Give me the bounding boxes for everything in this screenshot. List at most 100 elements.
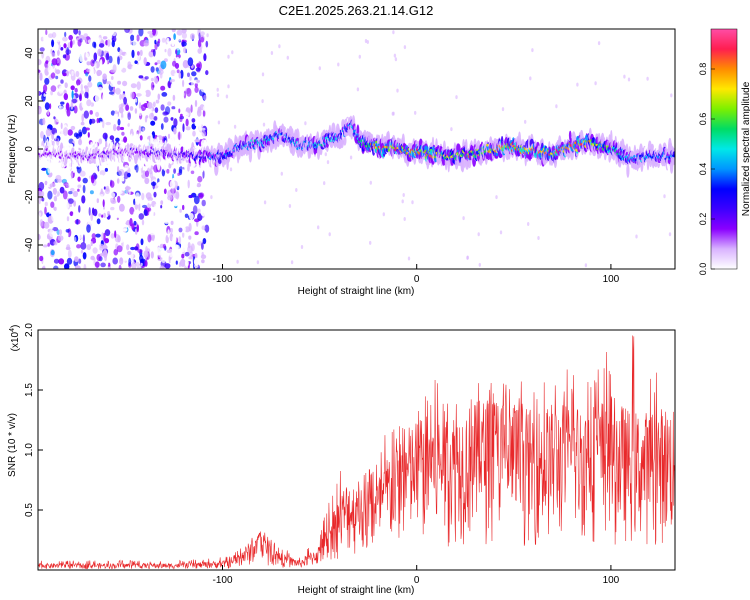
spectrogram-noise-blob xyxy=(169,79,173,83)
spectrogram-noise-blob xyxy=(170,220,174,225)
spectrogram-noise-blob xyxy=(143,57,147,66)
spectrogram-noise-blob xyxy=(537,236,540,240)
spectrogram-noise-blob xyxy=(96,218,101,225)
spectrogram-noise-blob xyxy=(38,198,41,205)
spectrogram-noise-blob xyxy=(87,81,93,88)
spectrogram-noise-blob xyxy=(111,242,116,246)
spectrogram-noise-blob xyxy=(150,181,157,186)
spectrogram-noise-blob xyxy=(152,101,156,108)
spectrogram-noise-blob xyxy=(110,233,115,239)
spectrogram-noise-blob xyxy=(138,125,142,134)
spectrogram-noise-blob xyxy=(106,81,112,85)
spectrogram-noise-blob xyxy=(187,179,190,189)
spectrogram-noise-blob xyxy=(52,227,59,232)
spectrogram-noise-blob xyxy=(126,244,130,251)
spectrogram-noise-blob xyxy=(171,235,177,243)
spectrogram-noise-blob xyxy=(79,54,83,62)
spectrogram-noise-blob xyxy=(55,209,61,214)
spectrogram-noise-blob xyxy=(73,132,79,138)
spectrogram-noise-blob xyxy=(38,142,41,146)
spectrogram-noise-blob xyxy=(38,69,41,73)
spectrogram-noise-blob xyxy=(227,84,230,89)
spectrogram-noise-blob xyxy=(106,262,109,266)
spectrogram-noise-blob xyxy=(196,172,200,178)
spectrogram-noise-blob xyxy=(76,79,81,86)
spectrogram-noise-blob xyxy=(86,61,91,66)
spectrogram-noise-blob xyxy=(623,74,626,79)
spectrogram-noise-blob xyxy=(62,54,67,59)
spectrogram-noise-blob xyxy=(369,240,372,245)
spectrogram-noise-blob xyxy=(57,235,64,242)
colorbar-tick-label: 0.4 xyxy=(698,163,708,176)
spectrogram-x-ticks: -100 0 100 xyxy=(212,264,620,285)
spectrogram-noise-blob xyxy=(78,94,82,100)
spectrogram-noise-blob xyxy=(182,204,185,211)
spectrogram-noise-blob xyxy=(54,132,57,140)
spectrogram-noise-blob xyxy=(118,168,125,177)
spectrogram-noise-blob xyxy=(114,230,117,238)
spectrogram-noise-blob xyxy=(139,265,142,269)
spectrogram-noise-blob xyxy=(47,164,52,174)
spectrogram-noise-blob xyxy=(117,190,123,194)
spectrogram-noise-blob xyxy=(61,220,67,224)
spectrogram-noise-blob xyxy=(160,104,165,111)
spectrogram-noise-blob xyxy=(87,132,90,138)
spectrogram-noise-blob xyxy=(175,260,178,265)
spectrogram-noise-blob xyxy=(62,190,68,200)
spectrogram-noise-blob xyxy=(48,33,54,38)
spectrogram-noise-blob xyxy=(181,41,187,47)
spectrogram-noise-blob xyxy=(189,213,194,220)
spectrogram-noise-blob xyxy=(261,72,265,77)
spectrogram-noise-blob xyxy=(194,252,198,260)
spectrogram-noise-blob xyxy=(164,217,170,225)
spectrogram-noise-blob xyxy=(101,214,104,218)
snr-x-tick-label: -100 xyxy=(212,575,232,586)
spectrogram-noise-blob xyxy=(261,99,264,104)
spectrogram-noise-blob xyxy=(102,73,107,80)
spectrogram-noise-blob xyxy=(50,48,53,55)
spectrogram-noise-blob xyxy=(80,121,85,126)
spectrogram-y-ticks: -40 -20 0 20 40 xyxy=(24,47,43,252)
spectrogram-noise-blob xyxy=(132,234,137,241)
spectrogram-noise-blob xyxy=(150,81,155,91)
spectrogram-noise-blob xyxy=(45,29,48,35)
spectrogram-noise-blob xyxy=(187,242,191,249)
spectrogram-noise-blob xyxy=(206,33,209,38)
spectrogram-noise-blob xyxy=(171,41,175,47)
spectrogram-noise-blob xyxy=(70,187,75,192)
spectrogram-noise-blob xyxy=(135,164,139,173)
colorbar-tick-label: 0.8 xyxy=(698,63,708,76)
spectrogram-noise-blob xyxy=(119,49,123,56)
spectrogram-noise-blob xyxy=(64,263,70,269)
spectrogram-noise-blob xyxy=(88,75,92,82)
spectrogram-noise-blob xyxy=(178,35,181,42)
spectrogram-noise-blob xyxy=(81,99,86,109)
spectrogram-noise-blob xyxy=(113,112,119,119)
spectrogram-noise-blob xyxy=(44,206,47,215)
spectrogram-noise-blob xyxy=(64,53,70,61)
spectrogram-noise-blob xyxy=(72,39,75,45)
spectrogram-noise-blob xyxy=(90,118,96,124)
spectrogram-noise-blob xyxy=(172,94,176,101)
spectrogram-noise-blob xyxy=(74,256,79,263)
spectrogram-ridge-cell xyxy=(464,139,468,154)
spectrogram-noise-blob xyxy=(83,263,87,269)
spectrogram-noise-blob xyxy=(186,95,192,104)
spectrogram-noise-blob xyxy=(39,219,44,227)
snr-panel: -100 0 100 0.5 1.0 1.5 2.0 Height of straight… xyxy=(7,323,676,596)
spectrogram-noise-blob xyxy=(71,98,77,104)
spectrogram-noise-blob xyxy=(51,39,55,48)
spectrogram-noise-blob xyxy=(161,168,166,177)
spectrogram-noise-blob xyxy=(49,183,56,188)
spectrogram-noise-blob xyxy=(80,249,84,254)
spectrogram-noise-blob xyxy=(142,127,145,132)
spectrogram-noise-blob xyxy=(108,91,115,95)
spectrogram-noise-blob xyxy=(158,251,163,256)
spectrogram-noise-blob xyxy=(154,62,158,66)
spectrogram-noise-blob xyxy=(134,246,139,251)
spectrogram-noise-blob xyxy=(121,228,128,232)
spectrogram-noise-blob xyxy=(50,90,53,96)
spectrogram-noise-blob xyxy=(174,62,180,69)
spectrogram-noise-blob xyxy=(65,49,72,55)
spectrogram-noise-blob xyxy=(154,107,159,113)
